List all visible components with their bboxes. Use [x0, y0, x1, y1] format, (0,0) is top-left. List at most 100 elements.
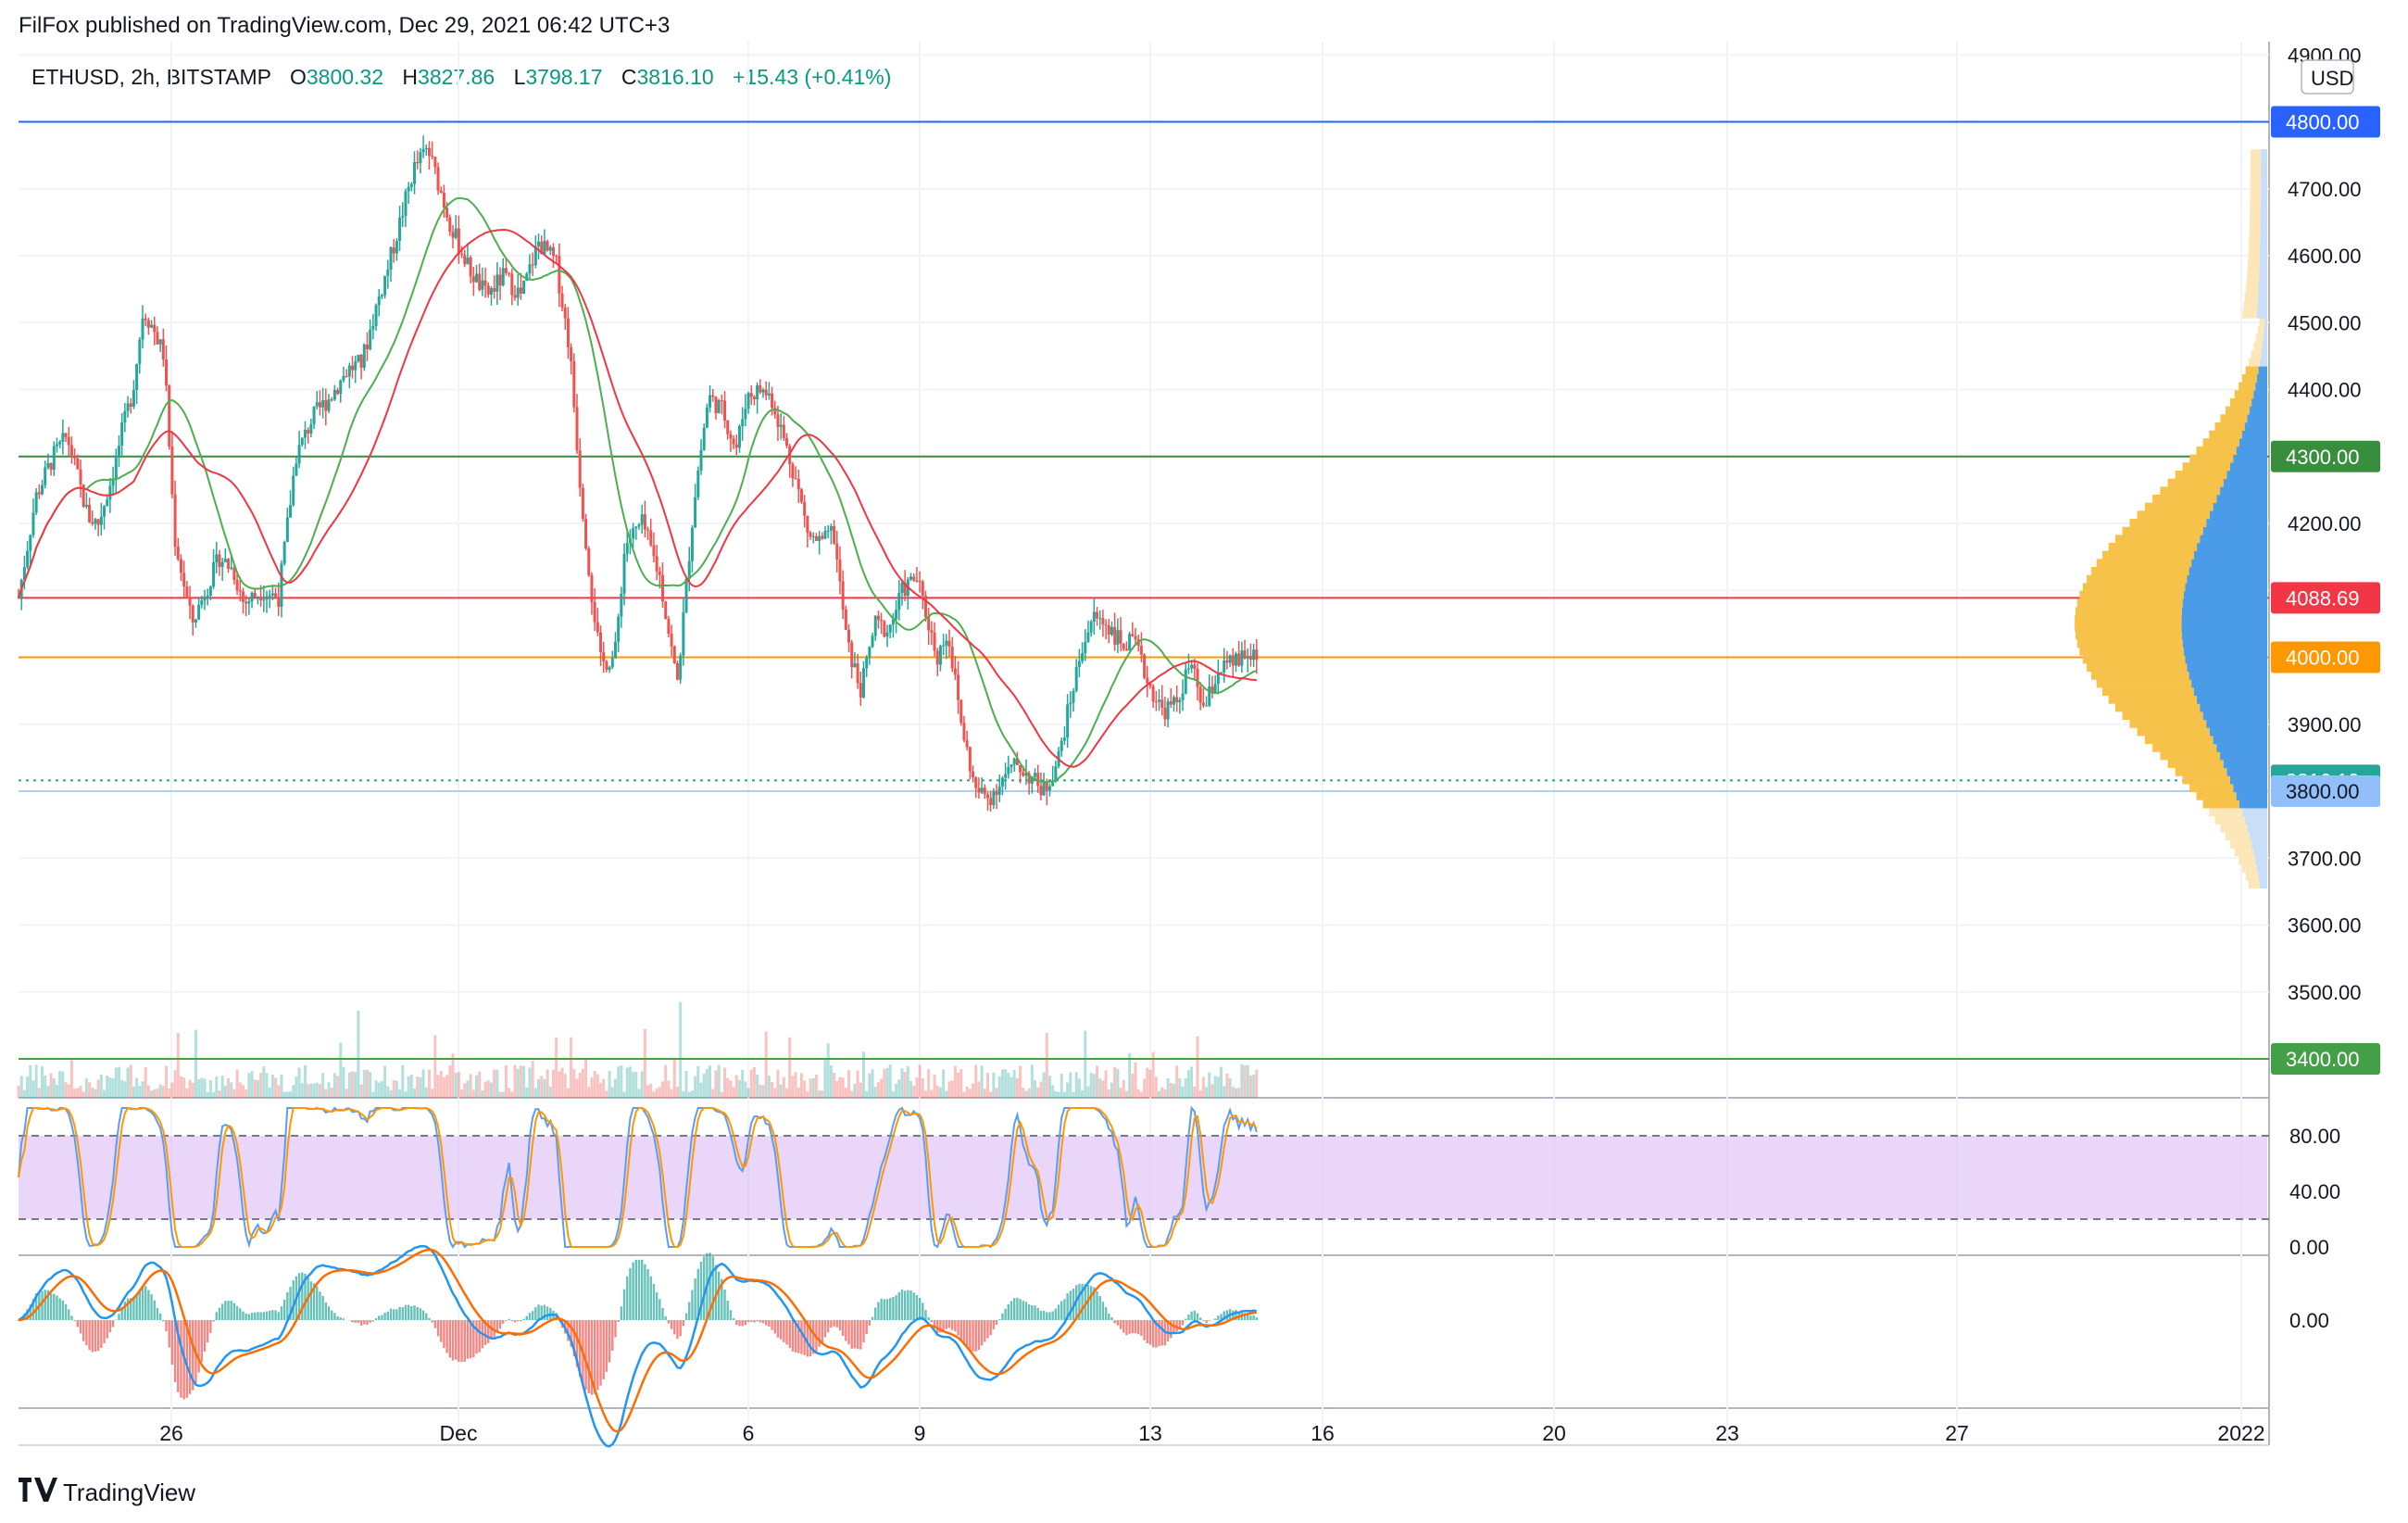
- volume-bar: [179, 1076, 182, 1098]
- vp-bar: [2096, 559, 2192, 568]
- candle-body: [41, 485, 44, 495]
- candle-body: [555, 256, 558, 258]
- macd-hist-bar: [383, 1312, 386, 1320]
- volume-bar: [814, 1075, 818, 1098]
- candle-body: [605, 661, 608, 670]
- volume-bar: [570, 1037, 573, 1098]
- macd-hist-bar: [954, 1320, 957, 1332]
- candle-body: [493, 288, 496, 292]
- symbol-label[interactable]: ETHUSD, 2h, BITSTAMP: [31, 65, 271, 89]
- volume-bar: [1042, 1072, 1046, 1098]
- volume-bar: [1237, 1088, 1241, 1098]
- macd-hist-bar: [168, 1320, 170, 1348]
- volume-bar: [191, 1082, 194, 1098]
- macd-hist-bar: [135, 1293, 138, 1320]
- macd-hist-bar: [454, 1320, 458, 1360]
- macd-hist-bar: [451, 1320, 455, 1361]
- volume-bar: [1139, 1091, 1143, 1098]
- volume-bar: [989, 1091, 993, 1098]
- volume-bar: [436, 1075, 440, 1098]
- volume-bar: [1081, 1090, 1085, 1098]
- macd-hist-bar: [1196, 1313, 1199, 1320]
- vp-bar: [2108, 695, 2198, 704]
- footer-brand[interactable]: TradingView: [19, 1478, 195, 1508]
- volume-bar: [146, 1085, 150, 1098]
- candle-body: [865, 657, 869, 669]
- macd-hist-bar: [578, 1320, 582, 1378]
- vp-bar: [2246, 277, 2259, 286]
- close-value: 3816.10: [636, 65, 714, 89]
- volume-bar: [483, 1081, 487, 1098]
- volume-bar: [1074, 1072, 1078, 1098]
- volume-bar: [407, 1076, 410, 1098]
- macd-hist-bar: [1134, 1320, 1137, 1334]
- volume-bar: [1124, 1090, 1128, 1098]
- macd-hist-bar: [709, 1252, 711, 1320]
- candle-body: [1255, 649, 1259, 661]
- ma-fast-line: [18, 228, 1257, 768]
- volume-bar: [962, 1091, 966, 1098]
- volume-bar: [1072, 1091, 1075, 1098]
- macd-hist-bar: [493, 1320, 495, 1338]
- macd-hist-bar: [800, 1320, 803, 1354]
- volume-bar: [357, 1011, 360, 1098]
- macd-hist-bar: [1116, 1320, 1120, 1326]
- vp-bar: [2256, 863, 2267, 873]
- volume-bar: [238, 1082, 242, 1098]
- vp-bar: [2229, 462, 2267, 472]
- macd-hist-bar: [359, 1320, 363, 1326]
- vp-bar: [2213, 502, 2267, 511]
- volume-bar: [1119, 1087, 1122, 1098]
- candle-body: [141, 318, 144, 340]
- macd-hist-bar: [634, 1259, 638, 1320]
- candle-body: [389, 247, 393, 271]
- candle-body: [1231, 655, 1235, 666]
- candle-body: [1000, 777, 1004, 787]
- candle-body: [625, 543, 629, 554]
- volume-bar: [259, 1072, 263, 1098]
- vp-bar: [2076, 639, 2183, 648]
- macd-hist-bar: [197, 1320, 200, 1373]
- candle-body: [752, 396, 756, 399]
- volume-bar: [315, 1082, 319, 1098]
- volume-bar: [34, 1064, 38, 1098]
- macd-hist-bar: [1151, 1320, 1155, 1348]
- volume-bar: [256, 1079, 259, 1098]
- vp-bar: [2260, 221, 2267, 231]
- volume-bar: [1089, 1072, 1093, 1098]
- macd-hist-bar: [218, 1307, 221, 1320]
- macd-hist-bar: [1213, 1318, 1217, 1320]
- macd-hist-bar: [525, 1315, 528, 1320]
- volume-bar: [365, 1069, 369, 1098]
- volume-bar: [501, 1091, 505, 1098]
- macd-hist-bar: [68, 1309, 70, 1320]
- volume-bar: [992, 1072, 996, 1098]
- macd-hist-bar: [1010, 1301, 1013, 1320]
- macd-hist-bar: [646, 1269, 649, 1320]
- candle-body: [475, 273, 479, 283]
- vp-bar: [2209, 727, 2267, 736]
- macd-hist-bar: [309, 1281, 313, 1320]
- macd-hist-bar: [809, 1320, 812, 1357]
- candle-body: [318, 402, 321, 408]
- volume-bar: [652, 1091, 656, 1098]
- candle-body: [779, 424, 783, 427]
- vp-bar: [2234, 390, 2254, 399]
- macd-hist-bar: [156, 1307, 159, 1320]
- macd-hist-bar: [436, 1320, 440, 1337]
- macd-hist-bar: [185, 1320, 189, 1398]
- macd-hist-bar: [508, 1318, 510, 1320]
- volume-bar: [540, 1076, 544, 1098]
- vp-bar: [2220, 486, 2267, 496]
- macd-hist-bar: [1170, 1320, 1173, 1339]
- volume-bar: [646, 1085, 650, 1098]
- candle-body: [759, 384, 762, 393]
- volume-bar: [345, 1089, 348, 1098]
- volume-bar: [431, 1089, 434, 1098]
- macd-hist-bar: [271, 1310, 274, 1320]
- vp-bar: [2101, 687, 2194, 697]
- volume-bar: [354, 1072, 357, 1098]
- volume-bar: [995, 1088, 998, 1098]
- volume-bar: [478, 1071, 482, 1098]
